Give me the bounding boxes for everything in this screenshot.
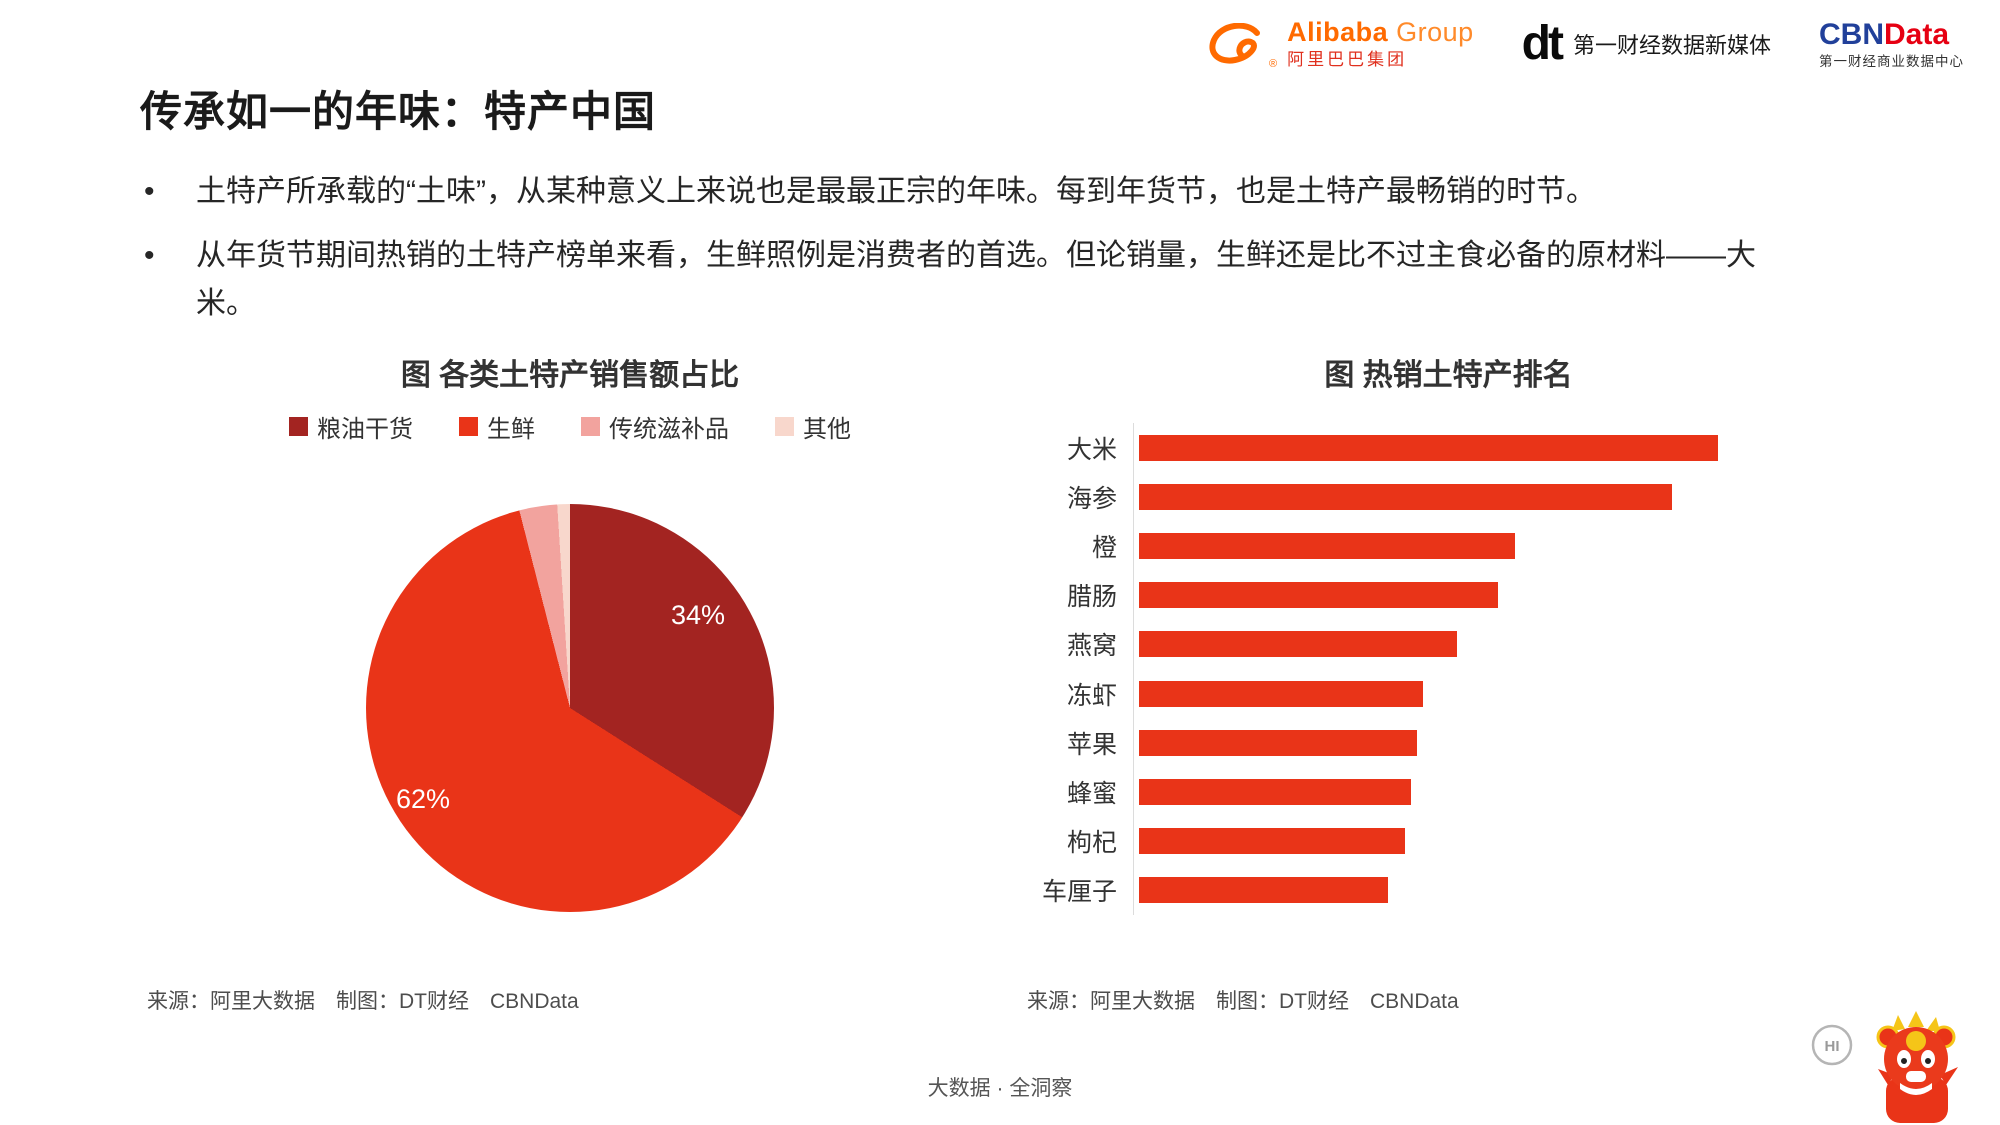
footer-note: 大数据 · 全洞察 — [927, 1077, 1073, 1100]
bar — [1139, 877, 1388, 904]
legend-swatch — [289, 417, 308, 436]
bar — [1139, 778, 1412, 805]
bar-category-label: 橙 — [1091, 533, 1117, 562]
legend-item: 粮油干货 — [289, 409, 413, 444]
alibaba-logo-en: Alibaba Group — [1287, 17, 1474, 48]
source-note-left: 来源：阿里大数据 制图：DT财经 CBNData — [147, 990, 579, 1013]
dt-logo-label: 第一财经数据新媒体 — [1572, 32, 1771, 58]
bar — [1139, 532, 1516, 559]
bar — [1139, 434, 1718, 461]
dt-logo-glyph: dt — [1521, 16, 1564, 70]
cbndata-logo-label: 第一财经商业数据中心 — [1819, 54, 1964, 69]
bar-track — [1133, 423, 1870, 473]
bar-track — [1133, 570, 1870, 620]
registered-mark: ® — [1268, 57, 1278, 70]
pie-data-label-grain: 34% — [671, 600, 726, 630]
bar-rows: 大米海参橙腊肠燕窝冻虾苹果蜂蜜枸杞车厘子 — [1027, 423, 1870, 915]
source-note-right: 来源：阿里大数据 制图：DT财经 CBNData — [1027, 990, 1459, 1013]
bar-row: 橙 — [1027, 521, 1870, 571]
bar-row: 冻虾 — [1027, 668, 1870, 719]
bullet-list: 土特产所承载的“土味”，从某种意义上来说也是最最正宗的年味。每到年货节，也是土特… — [140, 168, 1800, 344]
bar-track — [1133, 718, 1870, 768]
cbndata-logo: CBNData 第一财经商业数据中心 — [1819, 18, 1964, 70]
dt-caijing-logo: dt 第一财经数据新媒体 — [1521, 16, 1771, 70]
alibaba-group-logo: ® Alibaba Group 阿里巴巴集团 — [1207, 17, 1474, 70]
bar-chart-title: 图 热销土特产排名 — [1324, 359, 1573, 392]
alibaba-smile-icon — [1209, 22, 1260, 64]
legend-label: 其他 — [803, 416, 851, 443]
bar — [1139, 729, 1417, 756]
legend-item: 传统滋补品 — [581, 409, 729, 444]
bar — [1139, 582, 1498, 609]
bar-row: 腊肠 — [1027, 570, 1870, 620]
bar — [1139, 483, 1672, 510]
legend-item: 生鲜 — [459, 409, 535, 444]
bar-category-label: 苹果 — [1066, 730, 1117, 759]
alibaba-logo-cn: 阿里巴巴集团 — [1287, 49, 1408, 69]
bar-row: 海参 — [1027, 472, 1870, 522]
legend-swatch — [581, 417, 600, 436]
pie-chart: 34% 62% — [366, 504, 774, 912]
bar-track — [1133, 619, 1870, 669]
bullet-item: 从年货节期间热销的土特产榜单来看，生鲜照例是消费者的首选。但论销量，生鲜还是比不… — [140, 232, 1800, 328]
legend-swatch — [775, 417, 794, 436]
bar-category-label: 燕窝 — [1066, 632, 1117, 661]
bar-category-label: 海参 — [1066, 484, 1117, 513]
legend-label: 粮油干货 — [317, 416, 413, 443]
bar-track — [1133, 816, 1870, 866]
bullet-item: 土特产所承载的“土味”，从某种意义上来说也是最最正宗的年味。每到年货节，也是土特… — [140, 168, 1800, 216]
mascot-lion-illustration: HI — [1811, 1011, 1958, 1123]
bar-row: 苹果 — [1027, 718, 1870, 768]
bar-track — [1133, 668, 1870, 719]
bar-chart-section: 图 热销土特产排名 大米海参橙腊肠燕窝冻虾苹果蜂蜜枸杞车厘子 — [1027, 357, 1870, 915]
bar-track — [1133, 521, 1870, 571]
mascot-speech-bubble-text: HI — [1825, 1038, 1840, 1055]
alibaba-logo-text: Alibaba Group 阿里巴巴集团 — [1287, 17, 1474, 69]
bar-category-label: 枸杞 — [1066, 829, 1117, 858]
bar-category-label: 腊肠 — [1066, 583, 1117, 612]
bar-category-label: 蜂蜜 — [1066, 779, 1117, 808]
cbndata-logo-wordmark: CBNData — [1819, 18, 1950, 51]
legend-swatch — [459, 417, 478, 436]
pie-chart-title: 图 各类土特产销售额占比 — [400, 359, 740, 392]
pie — [366, 504, 774, 912]
bar-track — [1133, 865, 1870, 915]
bar-track — [1133, 472, 1870, 522]
bar — [1139, 631, 1458, 658]
bar-row: 燕窝 — [1027, 619, 1870, 669]
bar-track — [1133, 767, 1870, 817]
pie-data-label-fresh: 62% — [396, 784, 451, 814]
legend-item: 其他 — [775, 409, 851, 444]
legend-label: 生鲜 — [487, 416, 535, 443]
bar-category-label: 大米 — [1066, 435, 1117, 464]
bar-category-label: 冻虾 — [1066, 681, 1117, 710]
bar-row: 大米 — [1027, 423, 1870, 473]
pie-legend: 粮油干货 生鲜 传统滋补品 其他 — [140, 409, 1000, 444]
bar-row: 蜂蜜 — [1027, 767, 1870, 817]
bar — [1139, 828, 1406, 855]
header-logos: ® Alibaba Group 阿里巴巴集团 dt 第一财经数据新媒体 CBND… — [1207, 16, 1964, 70]
bar-row: 车厘子 — [1027, 865, 1870, 915]
bar-category-label: 车厘子 — [1041, 878, 1117, 907]
bar-row: 枸杞 — [1027, 816, 1870, 866]
bar — [1139, 680, 1423, 707]
page-title: 传承如一的年味：特产中国 — [140, 88, 657, 135]
pie-chart-section: 图 各类土特产销售额占比 粮油干货 生鲜 传统滋补品 其他 34% 62% — [140, 357, 1000, 912]
legend-label: 传统滋补品 — [609, 416, 729, 443]
